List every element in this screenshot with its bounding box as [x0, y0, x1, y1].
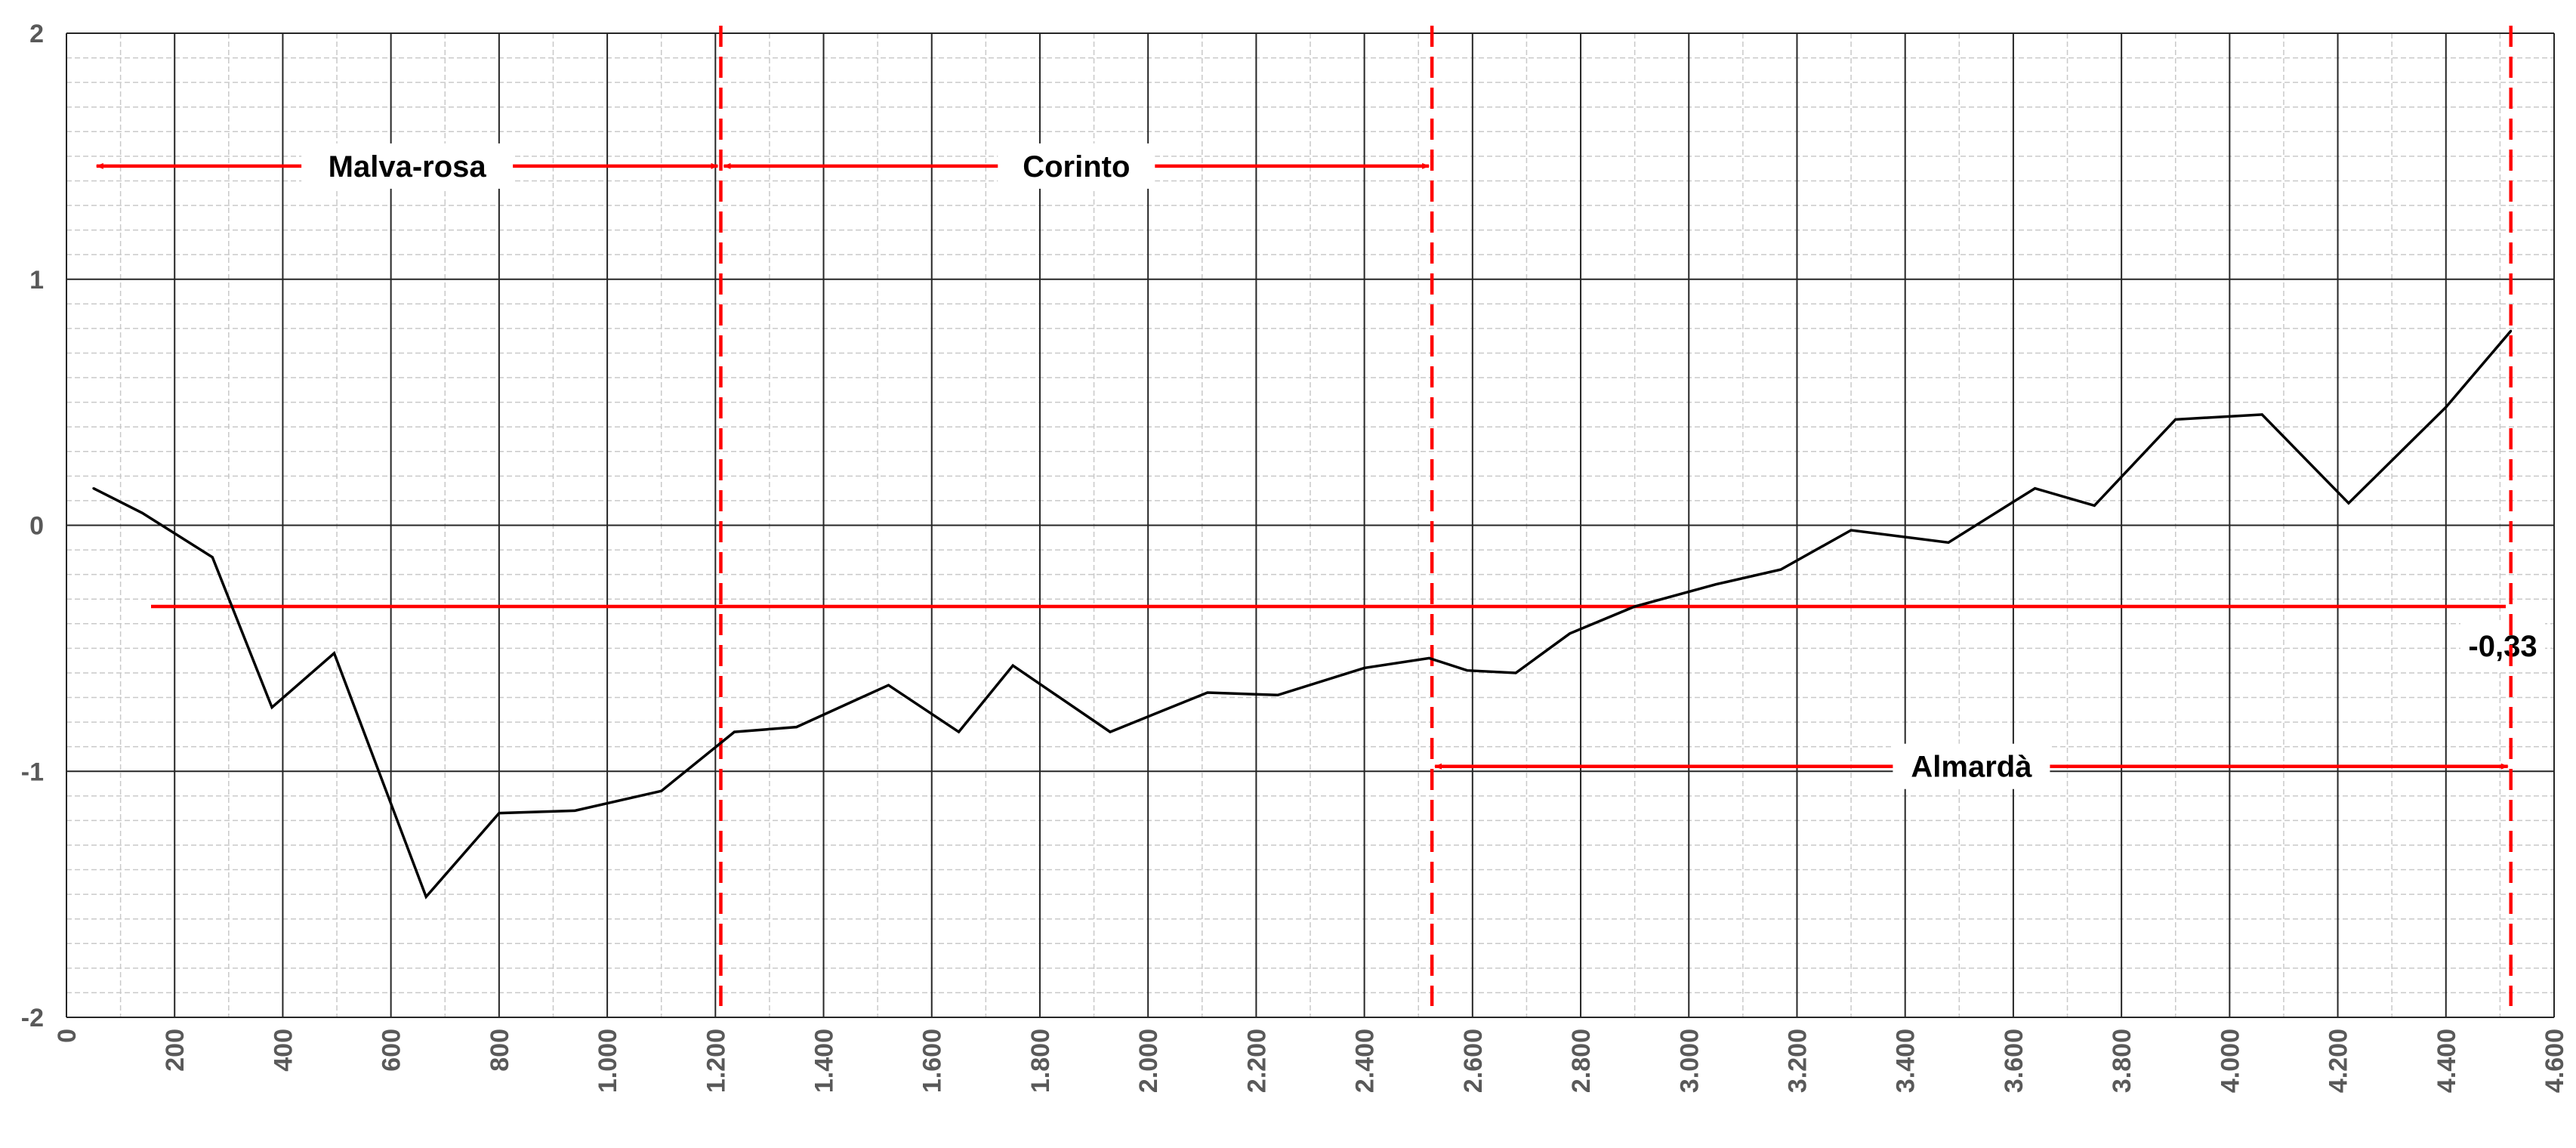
- data-point: [211, 556, 214, 559]
- y-axis-ticks: 2 1 0 -1 -2: [21, 20, 44, 1032]
- x-tick-label: 4.200: [2325, 1029, 2353, 1093]
- y-tick-label: 1: [29, 266, 44, 295]
- data-point: [1947, 541, 1950, 544]
- x-tick-label: 3.400: [1892, 1029, 1920, 1093]
- x-tick-label: 4.400: [2433, 1029, 2461, 1093]
- data-point: [424, 895, 427, 898]
- x-tick-label: 2.800: [1567, 1029, 1596, 1093]
- data-point: [1714, 583, 1717, 586]
- x-tick-label: 3.600: [2000, 1029, 2028, 1093]
- y-tick-label: -1: [21, 758, 44, 786]
- data-point: [1011, 664, 1014, 667]
- x-tick-label: 1.800: [1026, 1029, 1055, 1093]
- data-point: [140, 511, 143, 514]
- data-point: [733, 730, 736, 733]
- x-tick-label: 4.000: [2216, 1029, 2244, 1093]
- data-point: [2034, 487, 2037, 490]
- region-label: Almardà: [1911, 751, 2032, 784]
- data-point: [498, 812, 501, 815]
- data-point: [1779, 568, 1782, 571]
- data-point: [2347, 501, 2350, 505]
- data-point: [332, 652, 335, 655]
- data-point: [1466, 669, 1469, 672]
- y-tick-label: -2: [21, 1004, 44, 1032]
- data-point: [1514, 671, 1517, 674]
- x-tick-label: 1.000: [594, 1029, 622, 1093]
- data-point: [2174, 418, 2177, 421]
- data-point: [1206, 691, 1209, 694]
- data-point: [2093, 504, 2096, 507]
- data-point: [1363, 666, 1366, 669]
- x-tick-label: 2.000: [1134, 1029, 1163, 1093]
- data-point: [1109, 730, 1112, 733]
- x-axis-ticks: 0 200 400 600 800 1.000 1.200 1.400 1.600 1.800 2.…: [53, 1029, 2569, 1093]
- data-point: [1634, 605, 1637, 608]
- region-label-background: [998, 143, 1155, 189]
- x-tick-label: 2.200: [1242, 1029, 1271, 1093]
- data-point: [2260, 413, 2263, 416]
- series-group: [92, 329, 2513, 900]
- x-tick-label: 3.800: [2108, 1029, 2136, 1093]
- vertical-markers: [719, 26, 2513, 1006]
- x-tick-label: 3.000: [1675, 1029, 1704, 1093]
- y-tick-label: 2: [29, 20, 44, 48]
- data-point: [1428, 656, 1431, 659]
- x-tick-label: 600: [378, 1029, 406, 1072]
- x-tick-label: 0: [53, 1029, 82, 1043]
- data-point: [887, 684, 890, 687]
- x-tick-label: 2.600: [1459, 1029, 1488, 1093]
- x-tick-label: 400: [269, 1029, 298, 1072]
- reference-line-label: -0,33: [2468, 630, 2537, 663]
- series-line: [93, 330, 2513, 900]
- y-tick-label: 0: [29, 512, 44, 541]
- region-annotations: Malva-rosa Corinto Almardà: [95, 143, 2509, 789]
- data-point: [660, 789, 663, 792]
- region-label-background: [1893, 743, 2050, 789]
- x-tick-label: 1.600: [918, 1029, 947, 1093]
- data-point: [1569, 632, 1572, 635]
- x-tick-label: 1.400: [810, 1029, 839, 1093]
- data-point: [2445, 406, 2448, 409]
- x-tick-label: 1.200: [702, 1029, 730, 1093]
- major-grid: [66, 32, 2555, 1018]
- x-tick-label: 4.600: [2541, 1029, 2569, 1093]
- data-point: [270, 706, 273, 709]
- x-tick-label: 3.200: [1783, 1029, 1812, 1093]
- x-tick-label: 800: [486, 1029, 514, 1072]
- region-label: Corinto: [1023, 150, 1130, 184]
- region-label: Malva-rosa: [329, 150, 487, 184]
- data-point: [1276, 693, 1279, 696]
- x-tick-label: 200: [161, 1029, 190, 1072]
- data-point: [2510, 329, 2513, 332]
- data-point: [573, 809, 576, 812]
- reference-label-background: [2460, 621, 2545, 671]
- x-tick-label: 2.400: [1351, 1029, 1380, 1093]
- data-point: [795, 726, 798, 729]
- data-point: [958, 730, 961, 733]
- region-label-background: [301, 143, 514, 189]
- data-point: [1849, 529, 1853, 532]
- data-point: [92, 487, 95, 490]
- reference-line-group: -0,33: [151, 604, 2545, 671]
